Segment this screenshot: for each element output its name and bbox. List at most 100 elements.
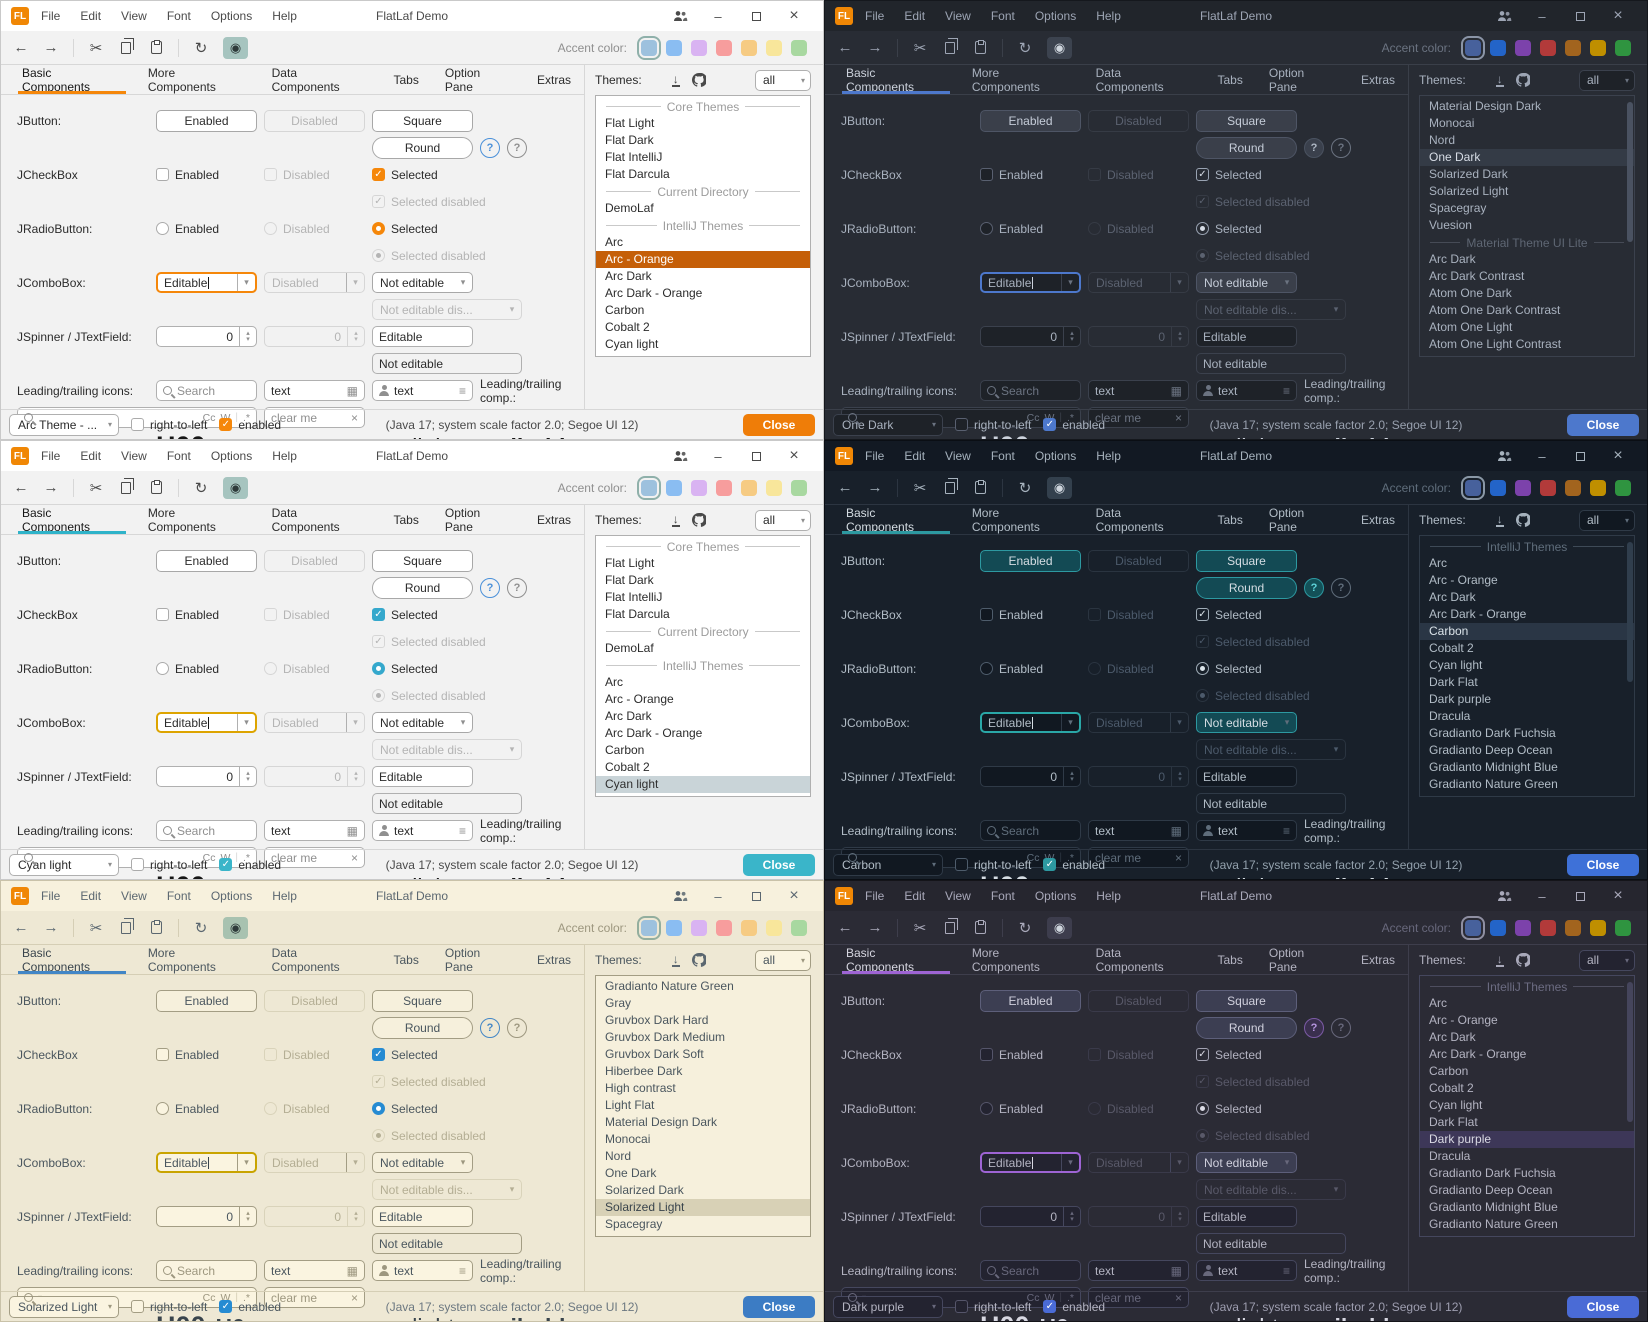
theme-list-item[interactable]: Dark Flat <box>596 793 810 796</box>
jradiobutton-enabled[interactable]: Enabled <box>156 1102 257 1116</box>
theme-list-item[interactable]: Nord <box>1429 133 1456 147</box>
theme-list-item[interactable]: Cobalt 2 <box>1429 641 1474 655</box>
jbutton-square[interactable]: Square <box>372 989 473 1012</box>
jcombobox-editable[interactable]: Editable ▾ <box>156 1152 257 1173</box>
theme-list-item[interactable]: Arc Dark <box>605 709 652 723</box>
menu-edit[interactable]: Edit <box>904 9 926 23</box>
back-icon[interactable]: ← <box>837 39 853 56</box>
minimize-button[interactable]: – <box>714 448 722 464</box>
theme-list-item[interactable]: Flat Dark <box>605 573 654 587</box>
jbutton-round[interactable]: Round <box>1196 1016 1297 1039</box>
menu-help[interactable]: Help <box>272 889 297 903</box>
enabled-checkbox[interactable]: ✓ enabled <box>1043 1300 1105 1314</box>
theme-list-item[interactable]: Cobalt 2 <box>605 320 650 334</box>
tab-option-pane[interactable]: Option Pane <box>1268 505 1305 534</box>
jbutton-enabled[interactable]: Enabled <box>980 109 1081 132</box>
minimize-button[interactable]: – <box>1538 8 1546 24</box>
search-input[interactable]: Search <box>156 1260 257 1281</box>
list-icon[interactable]: ≡ <box>1282 383 1290 398</box>
download-icon[interactable]: ↓ <box>671 71 680 87</box>
match-case-toggle[interactable]: Cc <box>202 411 216 424</box>
list-icon[interactable]: ≡ <box>1282 823 1290 838</box>
theme-list-item[interactable]: Flat Darcula <box>605 167 670 181</box>
tab-extras[interactable]: Extras <box>536 72 571 87</box>
accent-swatch[interactable] <box>1461 915 1485 940</box>
accent-swatch[interactable] <box>1540 39 1556 56</box>
whole-word-toggle[interactable]: W <box>1044 412 1054 424</box>
jradiobutton-enabled[interactable]: Enabled <box>156 662 257 676</box>
jspinner[interactable]: 0 ▴ ▾ <box>156 766 257 787</box>
help-button[interactable]: ? <box>1304 577 1324 598</box>
theme-list-item[interactable]: Gradianto Dark Fuchsia <box>1429 726 1556 740</box>
tab-extras[interactable]: Extras <box>536 952 571 967</box>
help-button[interactable]: ? <box>1304 1017 1324 1038</box>
github-icon[interactable] <box>1515 953 1530 967</box>
jbutton-enabled[interactable]: Enabled <box>156 989 257 1012</box>
theme-filter-combo[interactable]: all ▾ <box>755 69 811 91</box>
right-to-left-checkbox[interactable]: ✓right-to-left <box>955 1300 1031 1314</box>
menu-file[interactable]: File <box>865 9 885 23</box>
tab-basic-components[interactable]: Basic Components <box>9 65 135 94</box>
maximize-button[interactable] <box>737 2 775 30</box>
whole-word-toggle[interactable]: W <box>1044 1291 1055 1304</box>
close-window-button[interactable]: × <box>1613 887 1623 904</box>
chevron-down-icon[interactable]: ▾ <box>237 714 255 731</box>
tab-tabs[interactable]: Tabs <box>1217 952 1243 967</box>
theme-list-item[interactable]: Dark purple <box>1429 692 1492 706</box>
tab-extras[interactable]: Extras <box>1360 72 1395 87</box>
theme-list-item[interactable]: Gruvbox Dark Medium <box>605 1030 726 1044</box>
grid-icon[interactable]: ▦ <box>1170 1263 1182 1278</box>
tab-basic-components[interactable]: Basic Components <box>833 65 959 94</box>
jcombobox-not-editable[interactable]: Not editable ▾ <box>372 1152 473 1173</box>
copy-icon[interactable] <box>118 477 134 499</box>
accent-swatch[interactable] <box>666 919 682 936</box>
menu-font[interactable]: Font <box>990 9 1015 23</box>
theme-list-item[interactable]: Gradianto Midnight Blue <box>1429 760 1558 774</box>
clear-icon[interactable]: × <box>1174 850 1182 865</box>
refresh-icon[interactable]: ↻ <box>194 919 208 937</box>
text-input-trailing-grid[interactable]: text ▦ <box>1088 1260 1189 1281</box>
jcombobox-not-editable[interactable]: Not editable ▾ <box>1196 272 1297 293</box>
menu-options[interactable]: Options <box>1034 449 1077 463</box>
theme-list-item[interactable]: Gradianto Deep Ocean <box>1429 743 1553 757</box>
accent-swatch[interactable] <box>1565 919 1581 936</box>
theme-list-item[interactable]: Carbon <box>1429 1064 1469 1078</box>
theme-list-item[interactable]: Arc - Orange <box>1429 1013 1498 1027</box>
tab-basic-components[interactable]: Basic Components <box>9 945 135 974</box>
theme-list-item[interactable]: Arc Dark <box>1429 1030 1476 1044</box>
whole-word-toggle[interactable]: W <box>220 1291 231 1304</box>
accent-swatch[interactable] <box>741 39 757 56</box>
tab-data-components[interactable]: Data Components <box>271 505 340 534</box>
theme-filter-combo[interactable]: all ▾ <box>1579 949 1635 971</box>
tab-tabs[interactable]: Tabs <box>393 512 419 527</box>
jcheckbox-enabled[interactable]: ✓Enabled <box>980 168 1081 182</box>
match-case-toggle[interactable]: Cc <box>202 1291 216 1304</box>
enabled-checkbox[interactable]: ✓ enabled <box>219 858 281 872</box>
jradiobutton-enabled[interactable]: Enabled <box>156 222 257 236</box>
jcombobox-not-editable[interactable]: Not editable ▾ <box>1196 1152 1297 1173</box>
search-input[interactable]: Search <box>980 820 1081 841</box>
accent-swatch[interactable] <box>716 39 732 56</box>
grid-icon[interactable]: ▦ <box>1170 823 1182 838</box>
search-input[interactable]: Search <box>156 380 257 401</box>
theme-list-item[interactable]: Solarized Dark <box>605 1183 684 1197</box>
jcheckbox-selected[interactable]: ✓ Selected <box>372 608 473 622</box>
menu-help[interactable]: Help <box>272 9 297 23</box>
theme-list-item[interactable]: Atom One Dark Contrast <box>1429 303 1561 317</box>
forward-icon[interactable]: → <box>43 479 59 496</box>
theme-list-item[interactable]: Gradianto Nature Green <box>1429 777 1558 791</box>
theme-list-item[interactable]: Atom One Light <box>1429 320 1513 334</box>
tab-option-pane[interactable]: Option Pane <box>444 65 481 94</box>
accent-swatch[interactable] <box>637 35 661 60</box>
theme-list-item[interactable]: Arc Dark <box>1429 252 1476 266</box>
clear-me-input[interactable]: clear me × <box>1088 847 1189 868</box>
theme-list-item[interactable]: Arc <box>1429 556 1447 570</box>
chevron-down-icon[interactable]: ▾ <box>1284 717 1290 727</box>
theme-list-item[interactable]: Atom One Light Contrast <box>1429 337 1562 351</box>
menu-options[interactable]: Options <box>1034 9 1077 23</box>
minimize-button[interactable]: – <box>1538 448 1546 464</box>
show-hidden-eye-toggle[interactable]: ◉ <box>223 36 248 59</box>
help-button-secondary[interactable]: ? <box>507 1017 527 1038</box>
theme-list-item[interactable]: Arc - Orange <box>1429 573 1498 587</box>
menu-edit[interactable]: Edit <box>904 449 926 463</box>
